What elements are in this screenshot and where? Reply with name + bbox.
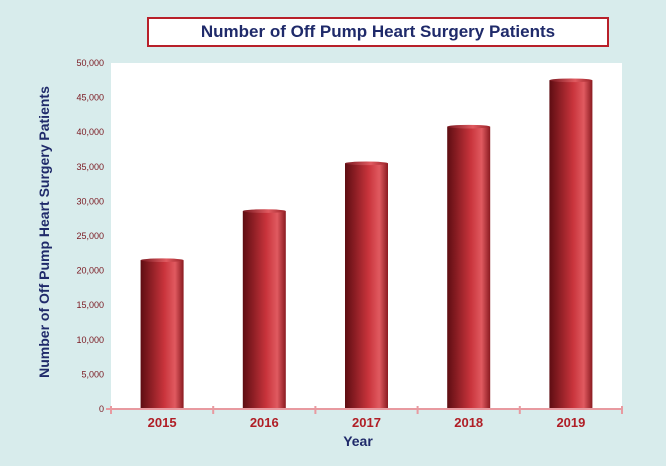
chart-title-box: Number of Off Pump Heart Surgery Patient…	[147, 17, 609, 47]
bar-2015	[140, 260, 184, 409]
y-tick-label: 45,000	[76, 93, 104, 103]
bar-2018	[447, 126, 491, 409]
x-tick-label: 2019	[556, 415, 585, 430]
bar-2019	[549, 80, 593, 410]
y-tick-label: 10,000	[76, 335, 104, 345]
x-axis-categories: 2015 2016 2017 2018 2019	[148, 415, 586, 430]
chart-title: Number of Off Pump Heart Surgery Patient…	[200, 22, 556, 41]
bar-2016	[242, 211, 286, 409]
y-tick-label: 35,000	[76, 162, 104, 172]
x-tick-label: 2015	[148, 415, 177, 430]
bar-top-2016	[242, 209, 286, 213]
bar-top-2018	[447, 124, 491, 129]
y-tick-label: 5,000	[81, 369, 104, 379]
y-tick-label: 15,000	[76, 300, 104, 310]
y-tick-label: 0	[99, 404, 104, 414]
y-axis-ticks: 0 5,000 10,000 15,000 20,000 25,000 30,000 35,0…	[76, 58, 104, 414]
x-axis	[106, 406, 623, 414]
y-tick-label: 50,000	[76, 58, 104, 68]
y-tick-label: 40,000	[76, 127, 104, 137]
bar-2017	[345, 163, 388, 409]
x-tick-label: 2016	[250, 415, 279, 430]
y-tick-label: 25,000	[76, 231, 104, 241]
x-tick-label: 2018	[454, 415, 483, 430]
x-axis-title: Year	[343, 433, 373, 449]
bar-top-2015	[140, 258, 184, 263]
y-axis-title: Number of Off Pump Heart Surgery Patient…	[36, 86, 52, 378]
y-tick-label: 30,000	[76, 196, 104, 206]
x-tick-label: 2017	[352, 415, 381, 430]
bar-top-2017	[345, 161, 388, 166]
bars	[140, 78, 593, 410]
y-tick-label: 20,000	[76, 266, 104, 276]
bar-top-2019	[549, 78, 593, 83]
